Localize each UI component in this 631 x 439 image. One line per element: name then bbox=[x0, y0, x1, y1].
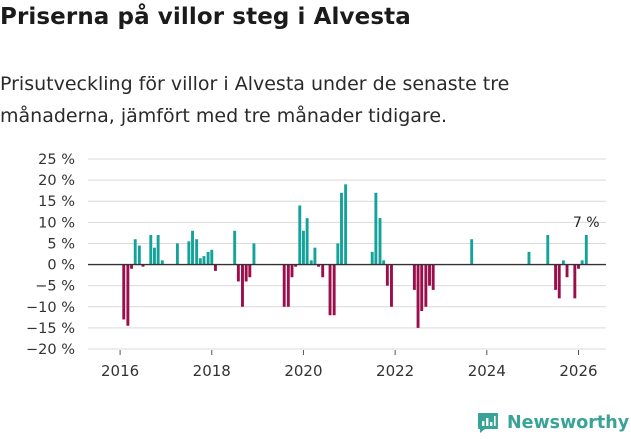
x-tick-label: 2018 bbox=[193, 362, 231, 380]
bar bbox=[241, 264, 244, 307]
x-tick-label: 2016 bbox=[101, 362, 139, 380]
bar bbox=[252, 243, 256, 265]
bar-chart: −20 % −15 % −10 % −5 % 0 % 5 % 10 % 15 % 20 % 25 … bbox=[26, 152, 606, 380]
bar bbox=[382, 260, 386, 265]
bar bbox=[244, 264, 248, 282]
bar bbox=[584, 235, 588, 265]
bar bbox=[133, 239, 137, 265]
bar bbox=[374, 192, 378, 265]
bar bbox=[328, 264, 332, 316]
y-tick-label: 15 % bbox=[38, 194, 75, 210]
x-tick-label: 2026 bbox=[559, 362, 597, 380]
bar bbox=[428, 264, 431, 286]
bar bbox=[191, 230, 194, 265]
bar bbox=[565, 264, 569, 278]
bar bbox=[313, 247, 317, 265]
bar bbox=[187, 241, 191, 265]
bar bbox=[149, 235, 153, 265]
chart-title: Priserna på villor steg i Alvesta bbox=[0, 4, 411, 30]
bar bbox=[198, 258, 202, 265]
bar bbox=[424, 264, 428, 307]
bar bbox=[378, 218, 382, 265]
bar bbox=[248, 264, 252, 278]
bar bbox=[294, 264, 298, 267]
bar bbox=[546, 235, 550, 265]
bar bbox=[137, 245, 141, 265]
bar bbox=[195, 239, 199, 265]
y-tick-label: −10 % bbox=[26, 300, 75, 316]
y-tick-label: −15 % bbox=[26, 321, 75, 337]
bar bbox=[412, 264, 416, 290]
bar bbox=[336, 243, 340, 265]
bar bbox=[298, 205, 302, 265]
bar bbox=[305, 218, 309, 265]
bar bbox=[527, 251, 531, 265]
y-tick-label: 25 % bbox=[38, 152, 75, 168]
bar bbox=[233, 230, 237, 265]
bar bbox=[156, 235, 160, 265]
chart-subtitle: Prisutveckling för villor i Alvesta unde… bbox=[0, 73, 510, 127]
bar bbox=[385, 264, 389, 286]
y-tick-label: 5 % bbox=[47, 236, 75, 252]
bar bbox=[153, 247, 156, 265]
y-tick-label: 20 % bbox=[38, 173, 75, 189]
bar bbox=[561, 260, 565, 265]
y-tick-label: −5 % bbox=[35, 279, 75, 295]
x-tick-label: 2022 bbox=[376, 362, 414, 380]
bar bbox=[317, 264, 321, 267]
bar bbox=[290, 264, 294, 278]
y-tick-label: 0 % bbox=[47, 258, 75, 274]
bar bbox=[130, 264, 133, 269]
bar bbox=[580, 260, 584, 265]
newsworthy-brand[interactable]: Newsworthy bbox=[476, 408, 629, 438]
bar bbox=[573, 264, 577, 299]
bar bbox=[332, 264, 336, 316]
bar bbox=[202, 256, 206, 265]
bar bbox=[160, 260, 164, 265]
bar bbox=[282, 264, 286, 307]
y-tick-label: 10 % bbox=[38, 215, 75, 231]
bar bbox=[577, 264, 580, 269]
x-tick-label: 2024 bbox=[468, 362, 506, 380]
bar bbox=[210, 249, 214, 265]
x-tick-label: 2020 bbox=[284, 362, 322, 380]
bar bbox=[390, 264, 393, 307]
bar bbox=[141, 264, 145, 267]
bar bbox=[370, 251, 374, 265]
bar bbox=[309, 260, 313, 265]
bar bbox=[554, 264, 558, 290]
bar bbox=[431, 264, 435, 290]
bar bbox=[470, 239, 474, 265]
y-tick-label: −20 % bbox=[26, 342, 75, 358]
bar bbox=[302, 230, 305, 265]
newsworthy-logo-icon bbox=[478, 413, 498, 433]
bar bbox=[557, 264, 561, 299]
bar bbox=[416, 264, 420, 328]
bar bbox=[175, 243, 179, 265]
bar bbox=[122, 264, 126, 320]
last-value-label: 7 % bbox=[573, 215, 600, 231]
bar bbox=[321, 264, 325, 278]
bar bbox=[420, 264, 424, 311]
bar bbox=[340, 192, 343, 265]
brand-name: Newsworthy bbox=[507, 413, 630, 433]
bar bbox=[344, 184, 348, 265]
bar bbox=[236, 264, 240, 282]
bar bbox=[286, 264, 290, 307]
bar bbox=[213, 264, 217, 271]
bar bbox=[206, 251, 210, 265]
bar bbox=[126, 264, 130, 326]
